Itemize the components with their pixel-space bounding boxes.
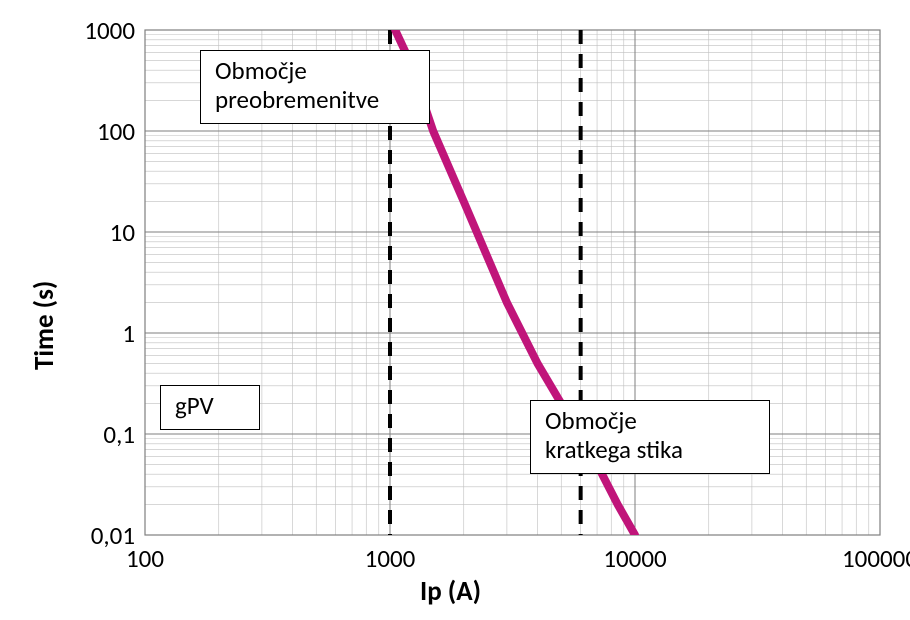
y-tick-label: 10 bbox=[45, 217, 135, 248]
y-tick-label: 1 bbox=[45, 318, 135, 349]
annotation-shortcircuit: Območje kratkega stika bbox=[530, 400, 770, 474]
plot-svg bbox=[0, 0, 910, 620]
chart-container: Time (s) Ip (A) Območje preobremenitve g… bbox=[0, 0, 910, 620]
x-axis-title: Ip (A) bbox=[420, 575, 481, 608]
x-tick-label: 10000 bbox=[585, 543, 685, 574]
annotation-gpv: gPV bbox=[160, 385, 260, 430]
annotation-overload-line1: Območje bbox=[215, 57, 415, 86]
y-tick-label: 100 bbox=[45, 116, 135, 147]
annotation-gpv-text: gPV bbox=[175, 390, 214, 421]
y-tick-label: 0,01 bbox=[45, 520, 135, 551]
x-tick-label: 1000 bbox=[340, 543, 440, 574]
y-tick-label: 0,1 bbox=[45, 419, 135, 450]
annotation-overload: Območje preobremenitve bbox=[200, 50, 430, 124]
annotation-shortcircuit-line1: Območje bbox=[545, 407, 755, 436]
x-tick-label: 100000 bbox=[830, 543, 910, 574]
annotation-shortcircuit-line2: kratkega stika bbox=[545, 436, 755, 465]
y-tick-label: 1000 bbox=[45, 15, 135, 46]
annotation-overload-line2: preobremenitve bbox=[215, 86, 415, 115]
